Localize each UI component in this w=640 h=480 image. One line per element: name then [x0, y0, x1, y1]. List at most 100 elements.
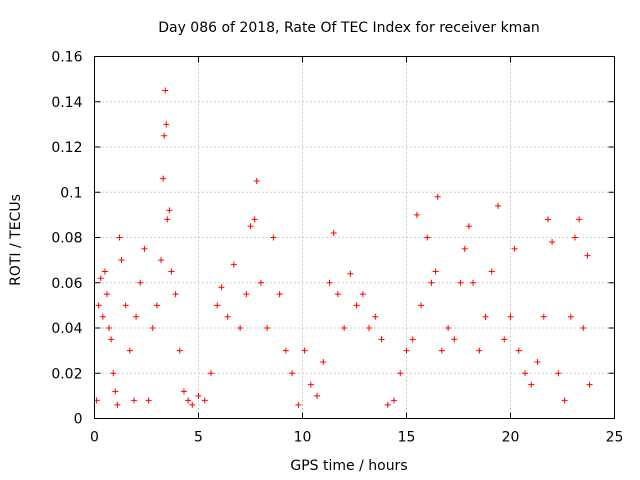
- data-point: [118, 257, 125, 264]
- data-point: [544, 216, 551, 223]
- data-point: [114, 401, 121, 408]
- data-point: [201, 397, 208, 404]
- data-point: [158, 257, 165, 264]
- data-point: [409, 336, 416, 343]
- data-point: [106, 325, 113, 331]
- x-tick-label: 15: [398, 430, 416, 446]
- data-point: [301, 347, 308, 354]
- data-point: [185, 397, 192, 404]
- data-point: [110, 370, 117, 377]
- x-tick-label: 0: [90, 430, 99, 446]
- data-point: [584, 252, 591, 259]
- y-tick-label: 0.08: [51, 231, 82, 247]
- data-point: [397, 370, 404, 377]
- data-point: [347, 270, 354, 277]
- data-point: [99, 313, 106, 320]
- data-point: [145, 397, 152, 404]
- data-point: [549, 239, 556, 246]
- data-point: [580, 325, 587, 331]
- data-point: [378, 336, 385, 343]
- data-point: [457, 279, 464, 286]
- y-tick-label: 0.12: [51, 140, 82, 156]
- data-point: [282, 347, 289, 354]
- y-tick-labels: 0 0.02 0.04 0.06 0.08 0.1 0.12 0.14 0.16: [51, 50, 82, 428]
- data-point: [214, 302, 221, 309]
- data-point: [522, 370, 529, 377]
- y-tick-label: 0.04: [51, 321, 82, 337]
- data-point: [126, 347, 133, 354]
- data-point: [95, 302, 102, 309]
- x-tick-label: 5: [194, 430, 203, 446]
- data-point: [451, 336, 458, 343]
- data-point: [482, 313, 489, 320]
- data-point: [476, 347, 483, 354]
- data-point: [515, 347, 522, 354]
- data-point: [384, 401, 391, 408]
- data-point: [224, 313, 231, 320]
- data-point: [195, 392, 202, 399]
- data-point: [153, 302, 160, 309]
- data-point: [561, 397, 568, 404]
- data-point: [276, 291, 283, 298]
- data-point: [445, 325, 452, 331]
- data-point: [307, 381, 314, 388]
- data-point: [334, 291, 341, 298]
- data-point: [230, 261, 237, 268]
- data-point: [501, 336, 508, 343]
- y-tick-label: 0.02: [51, 366, 82, 382]
- data-point: [320, 358, 327, 365]
- data-point: [488, 268, 495, 275]
- data-points: [93, 87, 593, 408]
- data-point: [101, 268, 108, 275]
- data-point: [571, 234, 578, 241]
- data-point: [247, 223, 254, 230]
- data-point: [97, 275, 104, 282]
- data-point: [438, 347, 445, 354]
- data-point: [180, 388, 187, 395]
- data-point: [391, 397, 398, 404]
- data-point: [122, 302, 129, 309]
- data-point: [207, 370, 214, 377]
- data-point: [103, 291, 110, 298]
- y-axis-label: ROTI / TECUs: [8, 194, 24, 286]
- data-point: [162, 87, 169, 94]
- data-point: [314, 392, 321, 399]
- x-tick-label: 10: [294, 430, 312, 446]
- data-point: [359, 291, 366, 298]
- y-tick-label: 0.1: [60, 185, 82, 201]
- y-tick-label: 0.06: [51, 276, 82, 292]
- x-tick-label: 25: [606, 430, 624, 446]
- y-tick-label: 0.16: [51, 50, 82, 66]
- data-point: [257, 279, 264, 286]
- data-point: [432, 268, 439, 275]
- data-point: [424, 234, 431, 241]
- data-point: [511, 245, 518, 252]
- data-point: [428, 279, 435, 286]
- data-point: [164, 216, 171, 223]
- data-point: [243, 291, 250, 298]
- data-point: [251, 216, 258, 223]
- data-point: [160, 175, 167, 182]
- x-tick-labels: 0 5 10 15 20 25: [90, 430, 623, 446]
- data-point: [540, 313, 547, 320]
- data-point: [295, 401, 302, 408]
- data-point: [461, 245, 468, 252]
- data-point: [176, 347, 183, 354]
- data-point: [133, 313, 140, 320]
- data-point: [289, 370, 296, 377]
- data-point: [149, 325, 156, 331]
- data-point: [567, 313, 574, 320]
- data-point: [112, 388, 119, 395]
- data-point: [270, 234, 277, 241]
- chart-title: Day 086 of 2018, Rate Of TEC Index for r…: [158, 20, 540, 36]
- data-point: [341, 325, 348, 331]
- data-point: [172, 291, 179, 298]
- data-point: [131, 397, 138, 404]
- data-point: [507, 313, 514, 320]
- data-point: [264, 325, 271, 331]
- data-point: [330, 229, 337, 236]
- data-point: [218, 284, 225, 291]
- data-point: [116, 234, 123, 241]
- data-point: [141, 245, 148, 252]
- x-axis-label: GPS time / hours: [290, 458, 407, 474]
